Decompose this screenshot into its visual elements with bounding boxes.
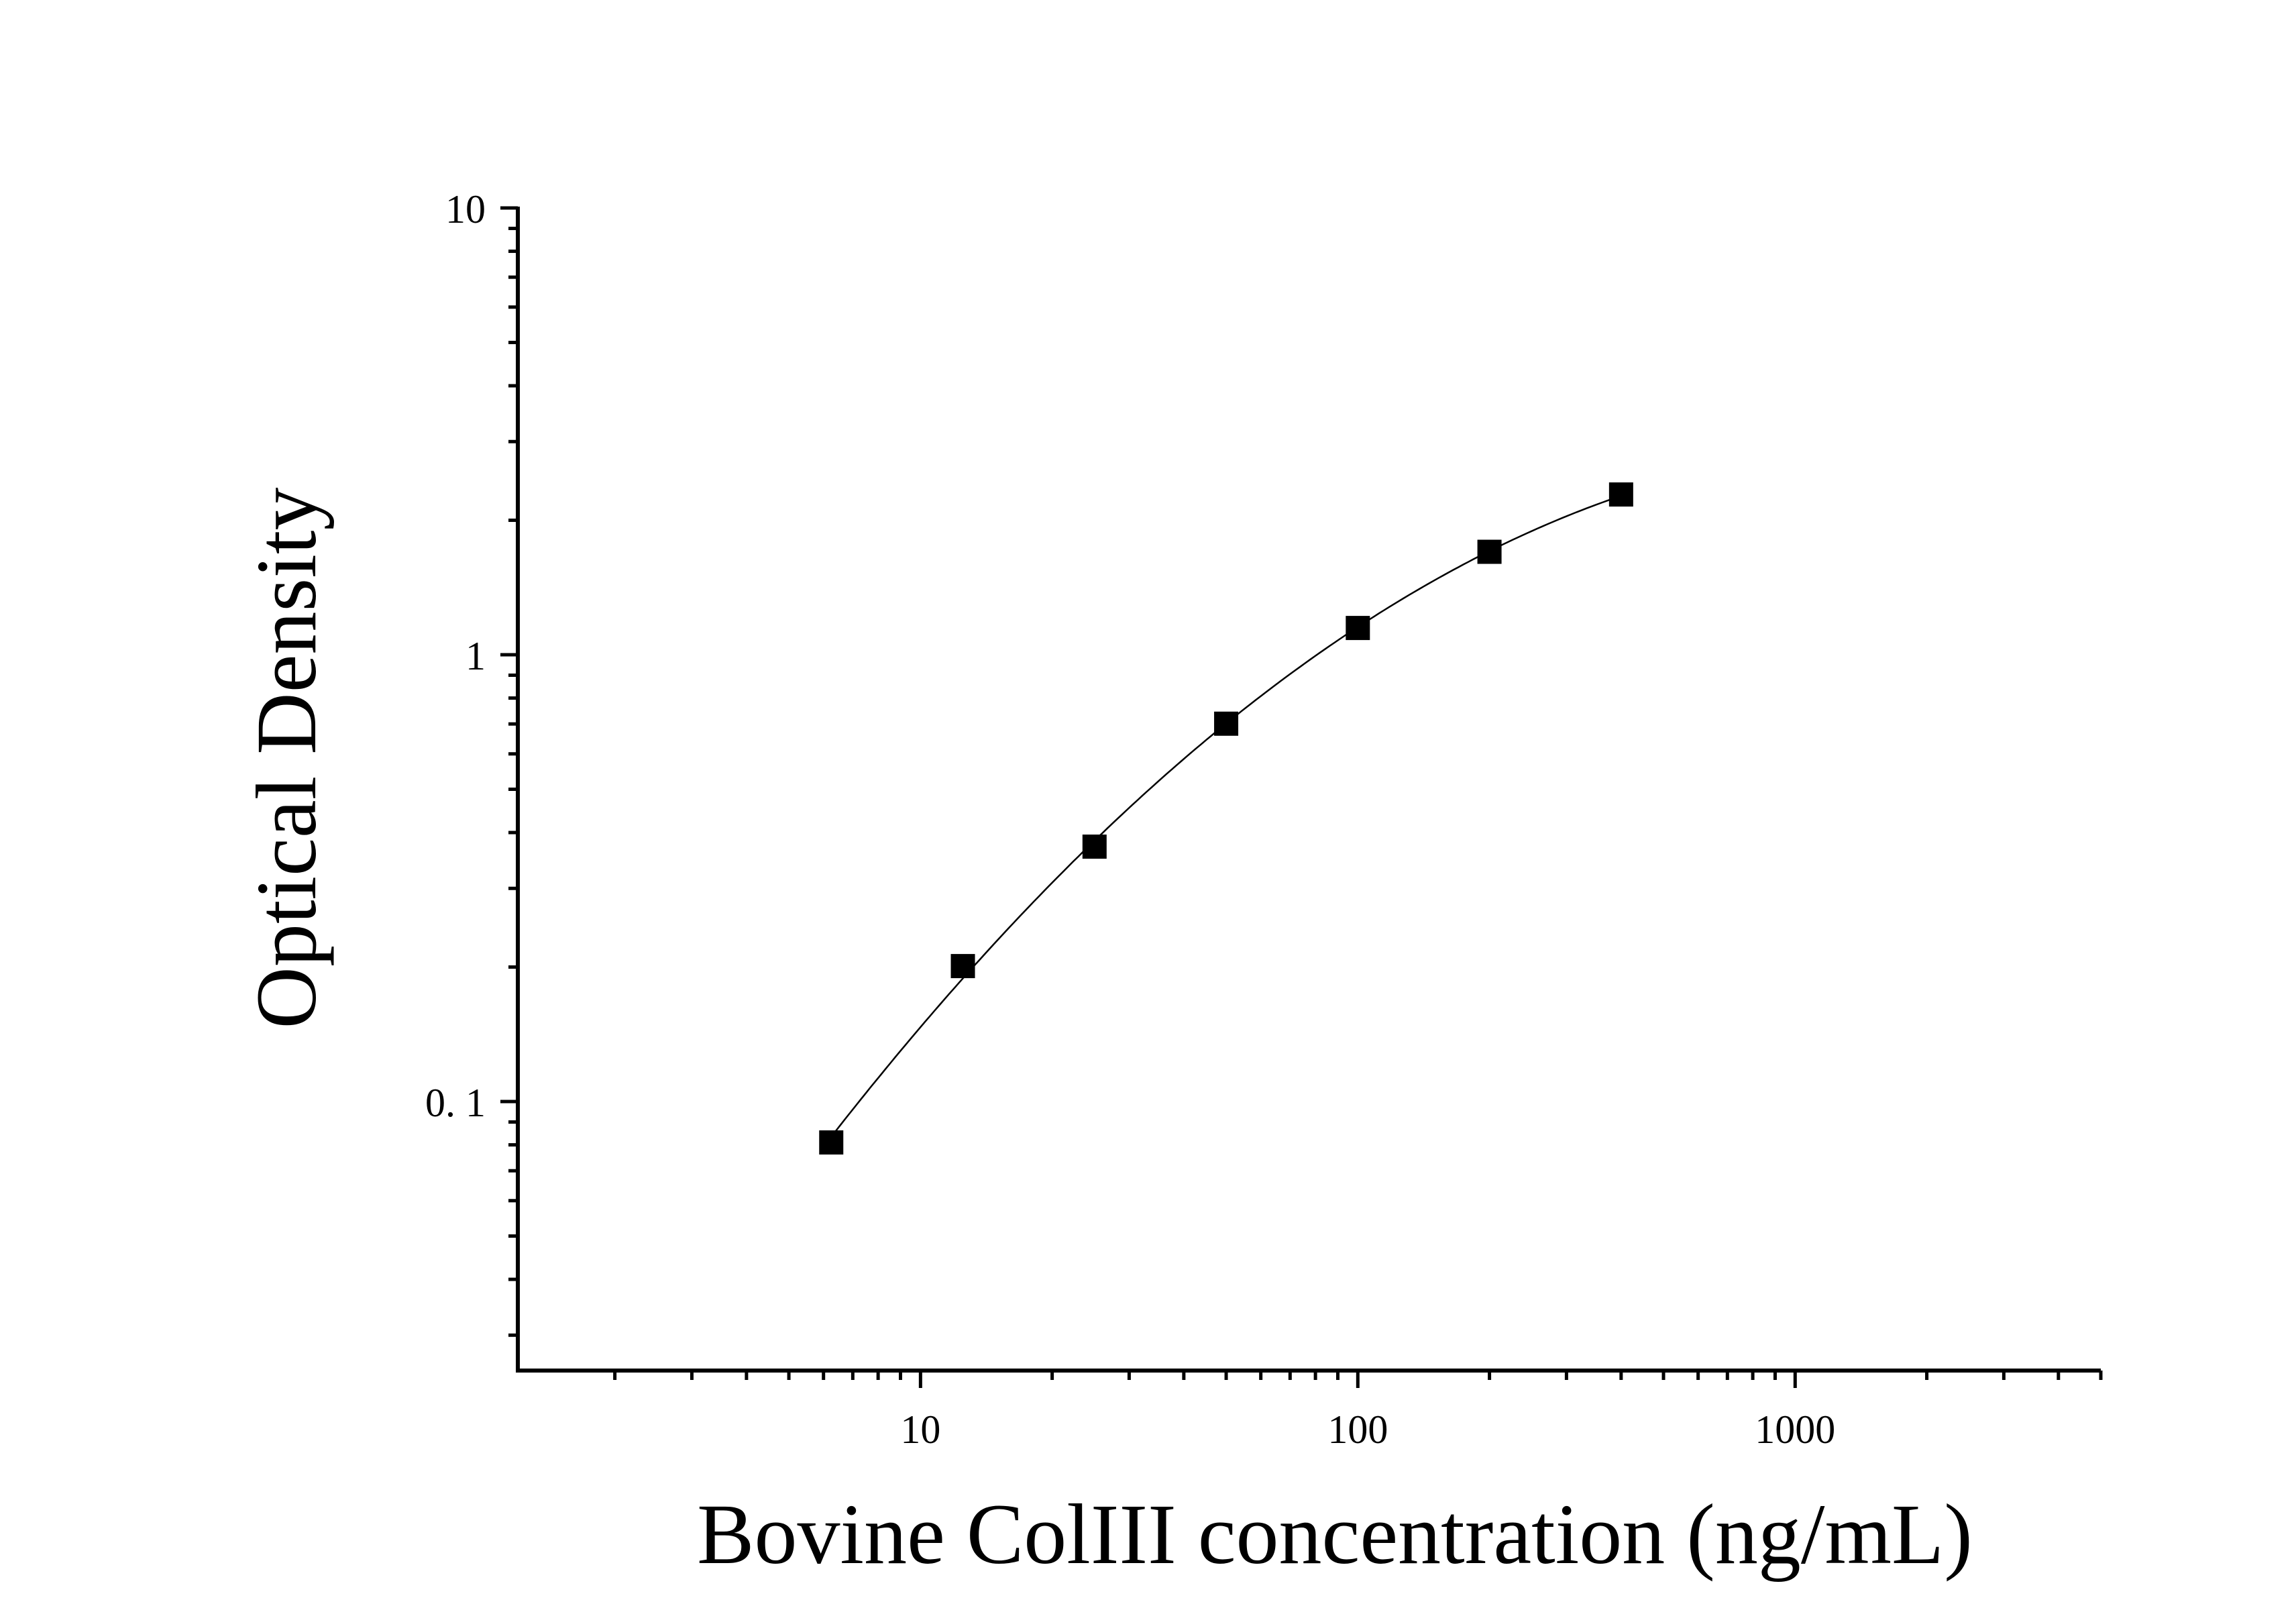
- tick-labels: 10 100 1000 10 1 0. 1: [425, 187, 1835, 1452]
- fit-curve: [830, 494, 1622, 1138]
- y-tick-label: 1: [466, 634, 486, 678]
- axes: [516, 207, 2101, 1373]
- x-tick-label: 100: [1327, 1407, 1388, 1452]
- ticks: [500, 206, 2103, 1388]
- data-point: [819, 1130, 844, 1155]
- data-point: [950, 954, 975, 979]
- data-point: [1082, 835, 1107, 859]
- data-point: [1214, 711, 1239, 736]
- x-tick-label: 10: [900, 1407, 940, 1452]
- x-axis-title: Bovine ColIII concentration (ng/mL): [697, 1487, 1973, 1582]
- y-tick-label: 0. 1: [425, 1081, 486, 1125]
- data-point: [1608, 482, 1633, 507]
- data-points: [819, 482, 1633, 1155]
- y-axis-title: Optical Density: [239, 488, 334, 1029]
- data-point: [1477, 539, 1502, 564]
- x-tick-label: 1000: [1755, 1407, 1835, 1452]
- y-tick-label: 10: [445, 187, 486, 231]
- data-point: [1346, 616, 1370, 641]
